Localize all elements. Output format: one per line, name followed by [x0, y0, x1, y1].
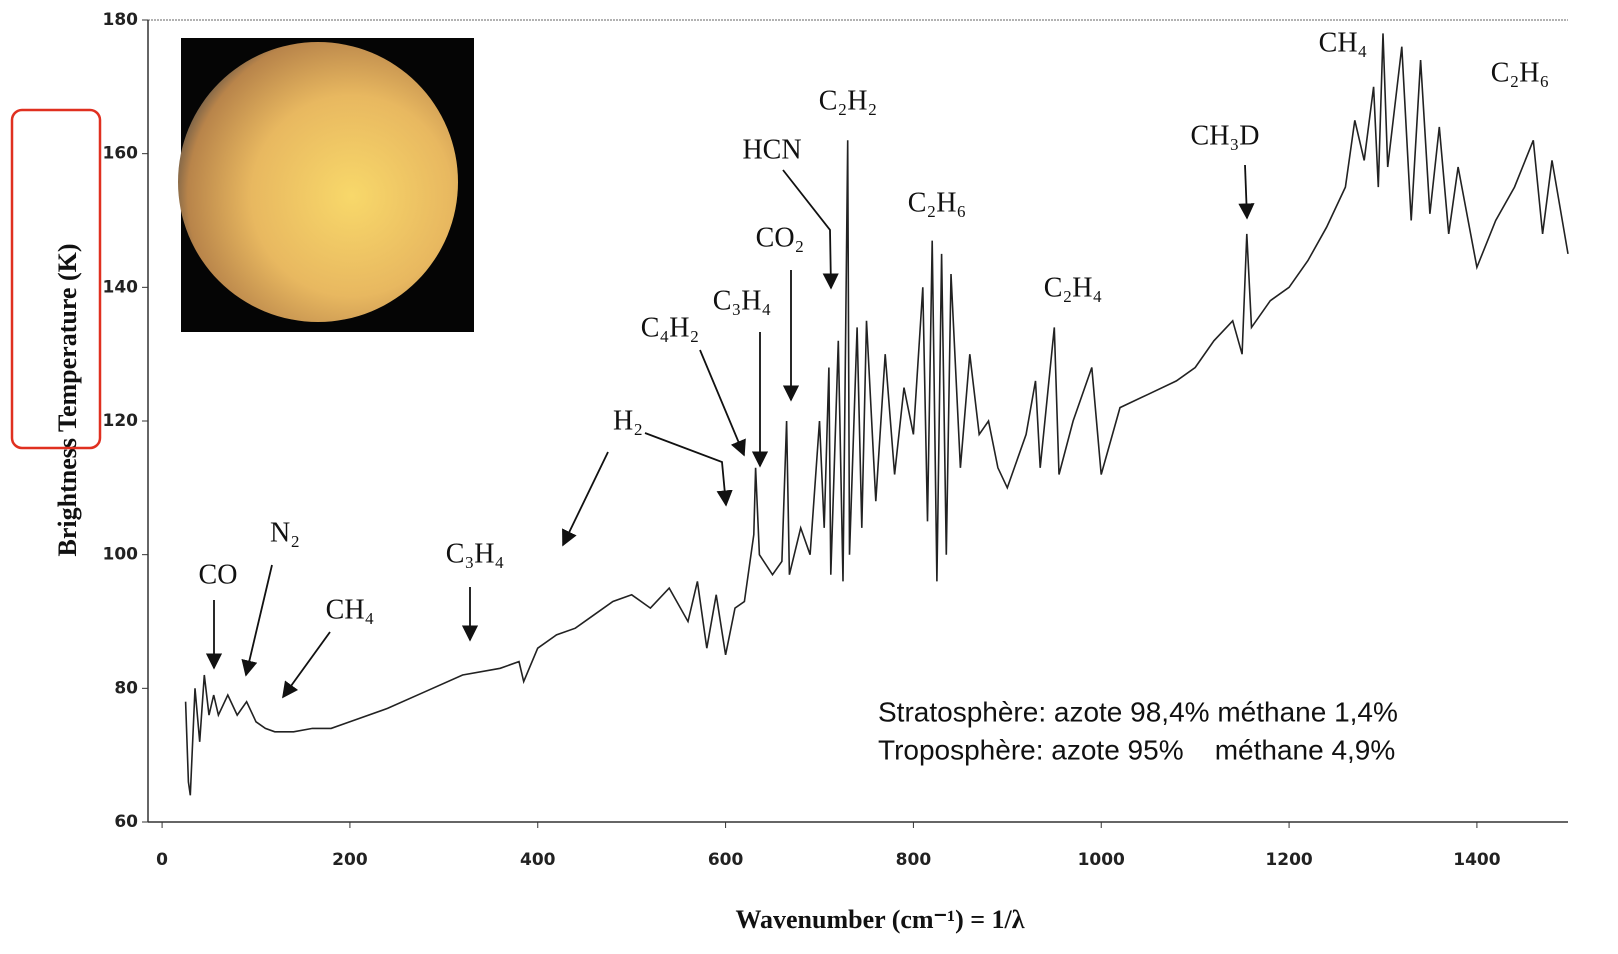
annotation-label: HCN [742, 134, 801, 165]
annotation-arrow [644, 432, 733, 507]
x-tick-label: 600 [708, 850, 744, 870]
x-axis-label: Wavenumber (cm⁻¹) = 1/λ [735, 905, 1024, 934]
highlight-box [10, 108, 102, 450]
y-tick-label: 100 [103, 545, 139, 565]
y-tick-label: 180 [103, 10, 139, 30]
x-tick-label: 0 [156, 850, 168, 870]
annotation-label: C₃H₄ [446, 538, 504, 569]
y-tick-label: 120 [103, 411, 139, 431]
composition-note: Troposphère: azote 95% méthane 4,9% [878, 734, 1395, 765]
x-tick-label: 800 [896, 850, 932, 870]
annotation-label: CH₃D [1191, 120, 1260, 151]
x-tick-label: 1200 [1265, 850, 1312, 870]
annotation-arrow [282, 631, 331, 699]
annotation-label: C₄H₂ [641, 312, 699, 343]
annotation-arrow [241, 564, 273, 677]
annotation-label: C₂H₄ [1044, 272, 1102, 303]
annotation-label: H₂ [613, 405, 643, 436]
y-tick-label: 160 [103, 144, 139, 164]
annotation-label: C₂H₆ [1491, 57, 1549, 88]
y-axis-label: Brightness Temperature (K) [53, 244, 82, 557]
annotation-label: C₃H₄ [713, 285, 771, 316]
composition-note: Stratosphère: azote 98,4% méthane 1,4% [878, 696, 1398, 727]
annotation-arrow [562, 451, 609, 547]
annotation-arrow [1238, 164, 1255, 220]
x-tick-label: 200 [332, 850, 368, 870]
annotation-label: C₂H₆ [908, 187, 966, 218]
annotation-label: C₂H₂ [819, 85, 877, 116]
annotation-label: CH₄ [1319, 27, 1368, 58]
annotation-label: CO₂ [756, 222, 805, 253]
spectrum-line [184, 33, 1569, 796]
x-tick-label: 1000 [1078, 850, 1125, 870]
y-tick-label: 140 [103, 277, 139, 297]
annotation-label: CH₄ [326, 594, 375, 625]
annotation-label: CO [199, 559, 238, 590]
x-tick-label: 1400 [1453, 850, 1500, 870]
annotation-label: N₂ [270, 517, 300, 548]
y-tick-label: 60 [114, 812, 138, 832]
annotation-arrow [699, 349, 746, 457]
x-tick-label: 400 [520, 850, 556, 870]
y-tick-label: 80 [114, 678, 138, 698]
annotation-arrow [782, 169, 839, 290]
titan-image [178, 38, 474, 332]
